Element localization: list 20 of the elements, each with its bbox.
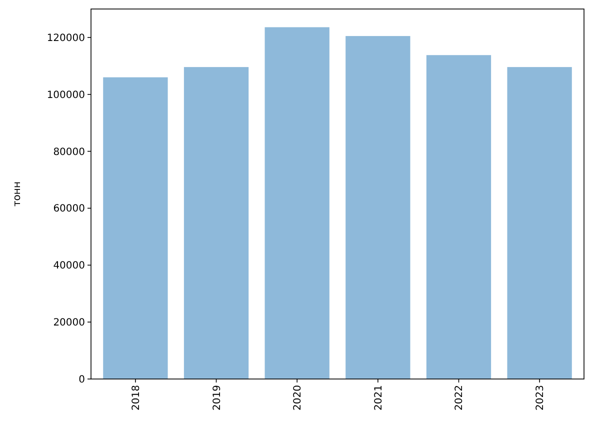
bar <box>426 55 492 379</box>
x-tick-label: 2023 <box>535 385 546 410</box>
bar <box>264 27 330 379</box>
y-tick-label: 40000 <box>53 260 85 272</box>
bar <box>346 36 410 379</box>
y-tick-label: 100000 <box>46 90 85 101</box>
x-tick-label: 2019 <box>212 385 223 410</box>
y-tick-label: 120000 <box>46 32 85 44</box>
y-tick-label: 20000 <box>53 318 85 329</box>
x-tick-label: 2018 <box>130 385 142 410</box>
y-tick-label: 0 <box>78 374 85 386</box>
bar <box>103 77 168 379</box>
y-tick-label: 60000 <box>53 204 85 215</box>
bar <box>184 67 249 379</box>
bar <box>507 67 572 379</box>
x-tick-label: 2022 <box>454 385 466 410</box>
y-tick-label: 80000 <box>53 146 85 158</box>
x-tick-label: 2021 <box>373 385 384 410</box>
x-tick-label: 2020 <box>292 385 304 410</box>
y-axis-title: тонн <box>12 181 23 207</box>
